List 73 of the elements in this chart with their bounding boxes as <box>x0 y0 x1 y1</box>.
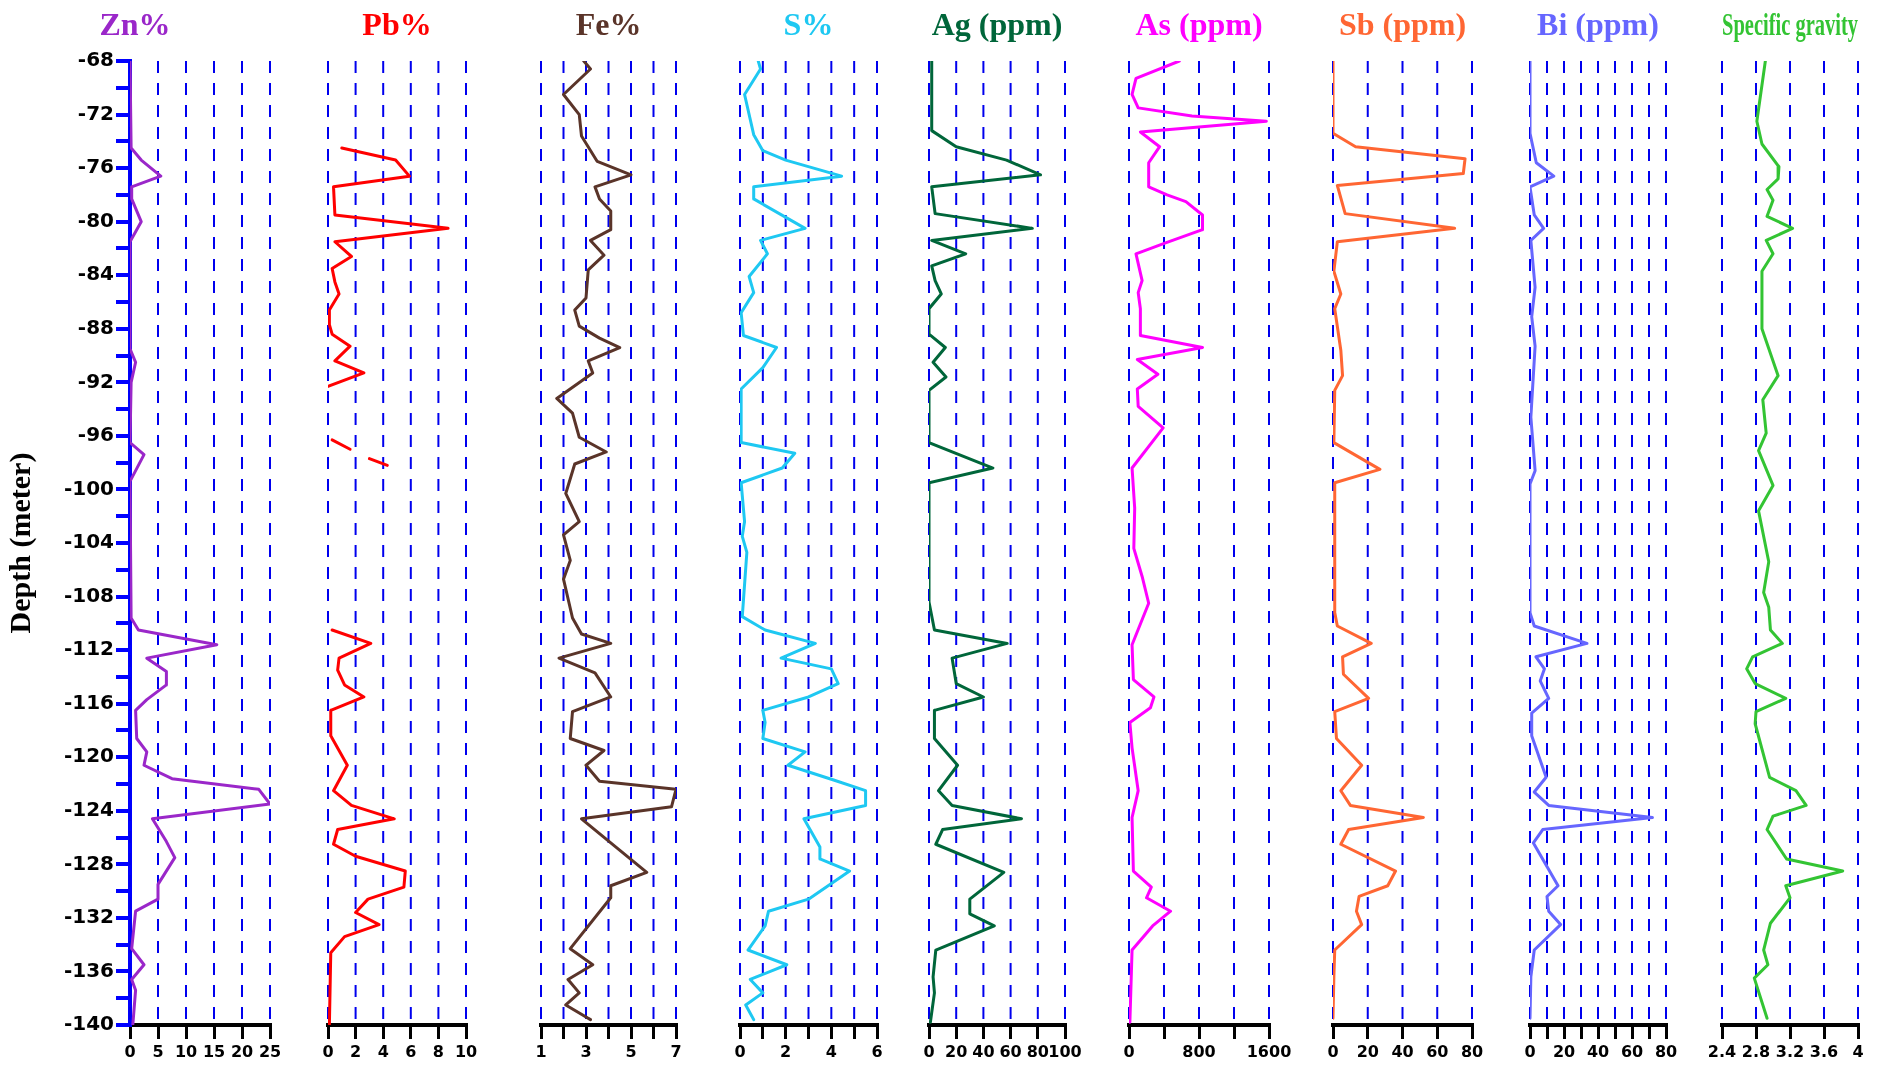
x-tick-label: 40 <box>1391 1041 1414 1061</box>
x-tick-label: 1600 <box>1246 1041 1292 1061</box>
x-tick-label: 40 <box>972 1041 995 1061</box>
x-tick-label: 0 <box>124 1041 136 1061</box>
x-tick-label: 0 <box>734 1041 746 1061</box>
y-tick-label: -128 <box>63 850 114 875</box>
x-tick-label: 10 <box>454 1041 478 1061</box>
x-tick-label: 20 <box>1356 1041 1379 1061</box>
y-tick-label: -112 <box>63 636 114 661</box>
y-tick-label: -72 <box>77 100 114 125</box>
x-tick-label: 2.8 <box>1741 1041 1771 1061</box>
y-tick-label: -132 <box>63 904 114 929</box>
x-tick-label: 60 <box>999 1041 1022 1061</box>
x-tick-label: 15 <box>202 1041 226 1061</box>
x-tick-label: 60 <box>1426 1041 1449 1061</box>
x-tick-label: 2 <box>350 1041 362 1061</box>
x-tick-label: 4 <box>377 1041 389 1061</box>
x-tick-label: 0 <box>1524 1041 1536 1061</box>
y-tick-label: -88 <box>77 314 114 339</box>
x-tick-label: 2.4 <box>1707 1041 1737 1061</box>
x-tick-label: 60 <box>1620 1041 1644 1061</box>
y-tick-label: -76 <box>77 154 114 179</box>
x-tick-label: 10 <box>174 1041 198 1061</box>
x-tick-label: 6 <box>871 1041 883 1061</box>
y-tick-label: -96 <box>77 422 114 447</box>
chart-title: Zn% <box>99 6 171 43</box>
chart-title: Specific gravity <box>1722 6 1859 43</box>
x-tick-label: 100 <box>1048 1041 1082 1061</box>
x-tick-label: 20 <box>945 1041 968 1061</box>
x-tick-label: 80 <box>1654 1041 1678 1061</box>
y-tick-label: -108 <box>63 582 114 607</box>
y-tick-label: -80 <box>77 207 114 232</box>
x-tick-label: 4 <box>825 1041 837 1061</box>
y-tick-label: -136 <box>63 957 114 982</box>
x-tick-label: 0 <box>322 1041 334 1061</box>
x-tick-label: 2 <box>780 1041 792 1061</box>
x-tick-label: 20 <box>230 1041 254 1061</box>
chart-title: Ag (ppm) <box>931 6 1063 43</box>
x-tick-label: 0 <box>1123 1041 1135 1061</box>
x-tick-label: 800 <box>1182 1041 1216 1061</box>
x-tick-label: 4 <box>1852 1041 1864 1061</box>
x-tick-label: 25 <box>258 1041 282 1061</box>
x-tick-label: 1 <box>535 1041 547 1061</box>
x-tick-label: 0 <box>1327 1041 1339 1061</box>
y-tick-label: -116 <box>63 689 114 714</box>
y-tick-label: -140 <box>63 1011 114 1036</box>
x-tick-label: 3.6 <box>1809 1041 1839 1061</box>
y-tick-label: -120 <box>63 743 114 768</box>
y-tick-label: -124 <box>63 796 114 821</box>
chart-title: Sb (ppm) <box>1338 6 1467 43</box>
y-tick-label: -104 <box>63 529 114 554</box>
y-tick-label: -100 <box>63 475 114 500</box>
y-tick-label: -84 <box>77 261 114 286</box>
x-tick-label: 20 <box>1552 1041 1576 1061</box>
x-tick-label: 6 <box>405 1041 417 1061</box>
chart-title: Fe% <box>575 6 642 43</box>
x-tick-label: 0 <box>923 1041 935 1061</box>
x-tick-label: 80 <box>1460 1041 1484 1061</box>
x-tick-label: 80 <box>1026 1041 1049 1061</box>
x-tick-label: 3 <box>580 1041 592 1061</box>
x-tick-label: 8 <box>432 1041 444 1061</box>
x-tick-label: 7 <box>670 1041 682 1061</box>
chart-title: S% <box>783 6 834 43</box>
x-tick-label: 5 <box>152 1041 164 1061</box>
chart-title: Pb% <box>362 6 432 43</box>
x-tick-label: 40 <box>1586 1041 1610 1061</box>
y-tick-label: -92 <box>77 368 114 393</box>
y-tick-label: -68 <box>77 47 114 72</box>
x-tick-label: 5 <box>625 1041 637 1061</box>
chart-title: As (ppm) <box>1135 6 1263 43</box>
y-axis-title: Depth (meter) <box>2 452 37 634</box>
x-tick-label: 3.2 <box>1775 1041 1805 1061</box>
chart-title: Bi (ppm) <box>1537 6 1659 43</box>
